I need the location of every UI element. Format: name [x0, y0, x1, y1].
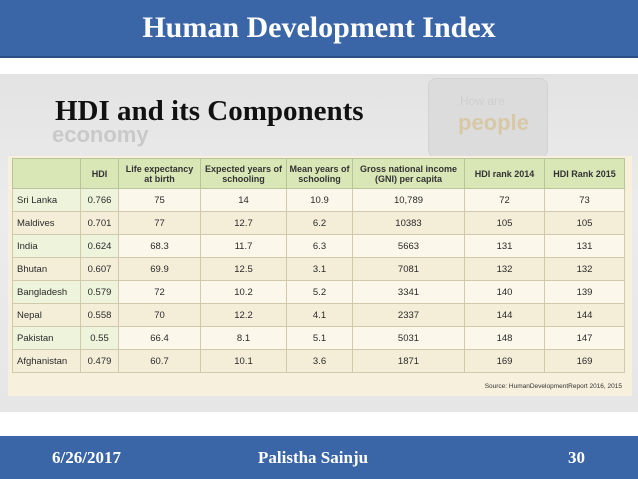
expected-schooling-cell: 12.5: [200, 257, 287, 281]
mean-schooling-cell: 4.1: [286, 303, 353, 327]
gni-cell: 3341: [352, 280, 465, 304]
rank-2014-cell: 132: [464, 257, 545, 281]
life-expectancy-cell: 72: [118, 280, 201, 304]
background-word-people: people: [458, 110, 529, 135]
rank-2015-cell: 169: [544, 349, 625, 373]
rank-2014-cell: 131: [464, 234, 545, 258]
header-expected-schooling: Expected years of schooling: [200, 158, 287, 189]
header-life-expectancy: Life expectancy at birth: [118, 158, 201, 189]
mean-schooling-cell: 6.3: [286, 234, 353, 258]
title-bar: Human Development Index: [0, 0, 638, 58]
gni-cell: 10383: [352, 211, 465, 235]
gni-cell: 2337: [352, 303, 465, 327]
background-word-economy: economy: [52, 122, 149, 147]
expected-schooling-cell: 11.7: [200, 234, 287, 258]
rank-2014-cell: 144: [464, 303, 545, 327]
expected-schooling-cell: 12.7: [200, 211, 287, 235]
header-hdi: HDI: [80, 158, 119, 189]
life-expectancy-cell: 70: [118, 303, 201, 327]
life-expectancy-cell: 69.9: [118, 257, 201, 281]
life-expectancy-cell: 75: [118, 188, 201, 212]
mean-schooling-cell: 3.1: [286, 257, 353, 281]
hdi-cell: 0.55: [80, 326, 119, 350]
hdi-cell: 0.558: [80, 303, 119, 327]
country-cell: Nepal: [12, 303, 81, 327]
rank-2015-cell: 132: [544, 257, 625, 281]
footer-author: Palistha Sainju: [258, 448, 369, 467]
background-word-how-are: How are: [460, 94, 505, 108]
slide-title: Human Development Index: [142, 11, 496, 44]
hdi-cell: 0.701: [80, 211, 119, 235]
hdi-cell: 0.479: [80, 349, 119, 373]
rank-2014-cell: 105: [464, 211, 545, 235]
footer-page-number: 30: [568, 448, 585, 467]
hdi-cell: 0.766: [80, 188, 119, 212]
slide-subtitle: HDI and its Components: [55, 95, 364, 127]
gni-cell: 7081: [352, 257, 465, 281]
table-row: Maldives 0.701 77 12.7 6.2 10383 105 105: [12, 211, 625, 235]
header-mean-schooling: Mean years of schooling: [286, 158, 353, 189]
country-cell: Afghanistan: [12, 349, 81, 373]
life-expectancy-cell: 60.7: [118, 349, 201, 373]
gni-cell: 5663: [352, 234, 465, 258]
hdi-cell: 0.607: [80, 257, 119, 281]
hdi-table-image: HDI Life expectancy at birth Expected ye…: [8, 156, 632, 396]
country-cell: Pakistan: [12, 326, 81, 350]
country-cell: Sri Lanka: [12, 188, 81, 212]
footer-date: 6/26/2017: [52, 448, 121, 467]
country-cell: Bangladesh: [12, 280, 81, 304]
gni-cell: 5031: [352, 326, 465, 350]
expected-schooling-cell: 10.2: [200, 280, 287, 304]
expected-schooling-cell: 14: [200, 188, 287, 212]
hdi-table: HDI Life expectancy at birth Expected ye…: [12, 158, 625, 373]
background-graphic-box: [428, 78, 548, 158]
table-row: Bhutan 0.607 69.9 12.5 3.1 7081 132 132: [12, 257, 625, 281]
country-cell: Maldives: [12, 211, 81, 235]
expected-schooling-cell: 8.1: [200, 326, 287, 350]
rank-2014-cell: 169: [464, 349, 545, 373]
footer-bar: [0, 436, 638, 479]
rank-2014-cell: 148: [464, 326, 545, 350]
mean-schooling-cell: 3.6: [286, 349, 353, 373]
hdi-cell: 0.579: [80, 280, 119, 304]
gni-cell: 10,789: [352, 188, 465, 212]
mean-schooling-cell: 5.2: [286, 280, 353, 304]
rank-2015-cell: 139: [544, 280, 625, 304]
hdi-cell: 0.624: [80, 234, 119, 258]
rank-2015-cell: 144: [544, 303, 625, 327]
header-rank-2015: HDI Rank 2015: [544, 158, 625, 189]
header-rank-2014: HDI rank 2014: [464, 158, 545, 189]
life-expectancy-cell: 66.4: [118, 326, 201, 350]
country-cell: India: [12, 234, 81, 258]
table-header-row: HDI Life expectancy at birth Expected ye…: [12, 158, 625, 189]
table-row: Sri Lanka 0.766 75 14 10.9 10,789 72 73: [12, 188, 625, 212]
life-expectancy-cell: 68.3: [118, 234, 201, 258]
table-row: Pakistan 0.55 66.4 8.1 5.1 5031 148 147: [12, 326, 625, 350]
table-source-note: Source: HumanDevelopmentReport 2016, 201…: [484, 383, 622, 390]
gni-cell: 1871: [352, 349, 465, 373]
mean-schooling-cell: 5.1: [286, 326, 353, 350]
expected-schooling-cell: 12.2: [200, 303, 287, 327]
mean-schooling-cell: 6.2: [286, 211, 353, 235]
header-gni: Gross national income (GNI) per capita: [352, 158, 465, 189]
table-row: Bangladesh 0.579 72 10.2 5.2 3341 140 13…: [12, 280, 625, 304]
mean-schooling-cell: 10.9: [286, 188, 353, 212]
table-row: Afghanistan 0.479 60.7 10.1 3.6 1871 169…: [12, 349, 625, 373]
rank-2014-cell: 72: [464, 188, 545, 212]
rank-2015-cell: 105: [544, 211, 625, 235]
table-row: India 0.624 68.3 11.7 6.3 5663 131 131: [12, 234, 625, 258]
life-expectancy-cell: 77: [118, 211, 201, 235]
country-cell: Bhutan: [12, 257, 81, 281]
rank-2015-cell: 73: [544, 188, 625, 212]
header-country: [12, 158, 81, 189]
table-row: Nepal 0.558 70 12.2 4.1 2337 144 144: [12, 303, 625, 327]
rank-2015-cell: 131: [544, 234, 625, 258]
expected-schooling-cell: 10.1: [200, 349, 287, 373]
rank-2015-cell: 147: [544, 326, 625, 350]
rank-2014-cell: 140: [464, 280, 545, 304]
